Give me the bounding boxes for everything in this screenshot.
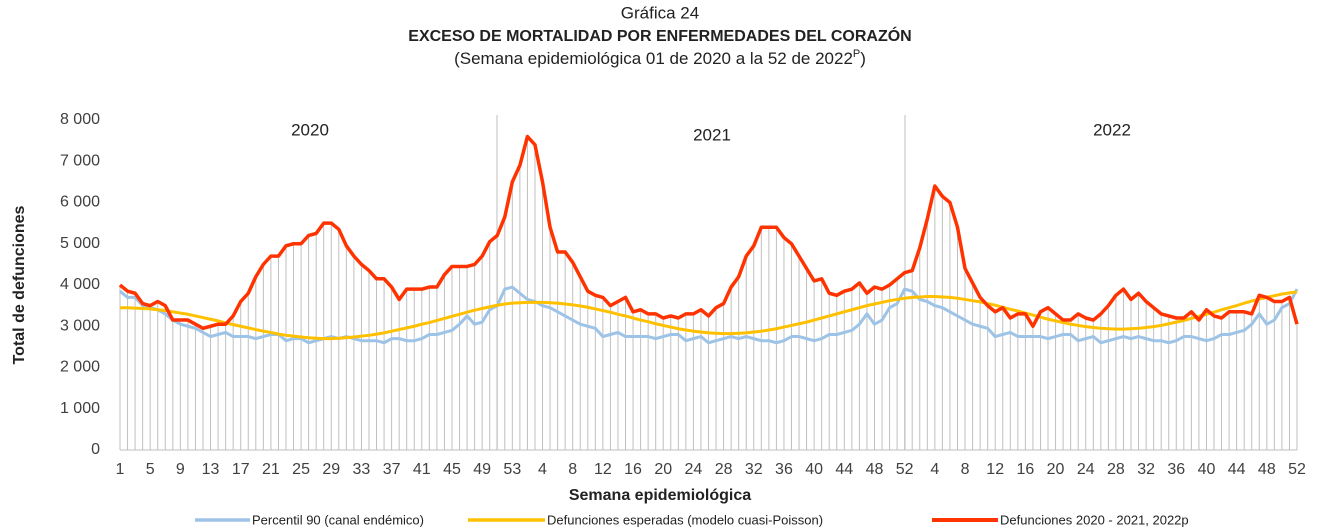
x-tick-label: 12 <box>986 461 1004 478</box>
x-tick-label: 28 <box>715 461 733 478</box>
x-axis-title: Semana epidemiológica <box>569 487 751 504</box>
x-tick-label: 20 <box>1047 461 1065 478</box>
x-tick-label: 12 <box>594 461 612 478</box>
legend-label: Defunciones 2020 - 2021, 2022p <box>1000 512 1189 527</box>
x-tick-label: 41 <box>413 461 431 478</box>
y-tick-label: 6 000 <box>60 194 100 211</box>
year-label: 2022 <box>1093 120 1131 139</box>
y-axis-title: Total de defunciones <box>11 205 28 364</box>
y-tick-label: 0 <box>91 441 100 458</box>
x-tick-label: 13 <box>202 461 220 478</box>
subtitle-superscript: P <box>853 48 860 60</box>
chart-title: EXCESO DE MORTALIDAD POR ENFERMEDADES DE… <box>408 26 911 45</box>
x-tick-label: 8 <box>961 461 970 478</box>
x-tick-label: 5 <box>146 461 155 478</box>
x-tick-label: 32 <box>1137 461 1155 478</box>
y-tick-label: 1 000 <box>60 400 100 417</box>
x-tick-label: 44 <box>1228 461 1246 478</box>
x-tick-label: 20 <box>654 461 672 478</box>
x-tick-label: 37 <box>383 461 401 478</box>
x-tick-label: 40 <box>1198 461 1216 478</box>
y-tick-label: 3 000 <box>60 317 100 334</box>
legend-label: Percentil 90 (canal endémico) <box>252 512 424 527</box>
x-tick-label: 36 <box>1167 461 1185 478</box>
x-tick-label: 9 <box>176 461 185 478</box>
x-tick-label: 16 <box>1016 461 1034 478</box>
x-tick-label: 52 <box>896 461 914 478</box>
x-tick-label: 44 <box>835 461 853 478</box>
x-tick-label: 32 <box>745 461 763 478</box>
x-tick-label: 16 <box>624 461 642 478</box>
x-tick-label: 21 <box>262 461 280 478</box>
x-tick-label: 24 <box>1077 461 1095 478</box>
year-label: 2020 <box>291 120 329 139</box>
x-tick-label: 48 <box>866 461 884 478</box>
chart-number: Gráfica 24 <box>621 3 699 22</box>
x-tick-label: 4 <box>538 461 547 478</box>
x-tick-label: 24 <box>685 461 703 478</box>
y-tick-label: 8 000 <box>60 111 100 128</box>
x-tick-label: 17 <box>232 461 250 478</box>
y-tick-label: 5 000 <box>60 235 100 252</box>
x-tick-label: 1 <box>116 461 125 478</box>
x-tick-label: 52 <box>1288 461 1306 478</box>
x-tick-label: 33 <box>353 461 371 478</box>
series-line <box>118 134 1299 331</box>
y-tick-label: 2 000 <box>60 359 100 376</box>
series-line <box>120 290 1298 341</box>
y-tick-label: 4 000 <box>60 276 100 293</box>
x-tick-label: 29 <box>322 461 340 478</box>
x-tick-label: 8 <box>568 461 577 478</box>
x-tick-label: 48 <box>1258 461 1276 478</box>
x-tick-label: 49 <box>473 461 491 478</box>
chart-subtitle: (Semana epidemiológica 01 de 2020 a la 5… <box>454 48 866 69</box>
x-tick-label: 40 <box>805 461 823 478</box>
year-label: 2021 <box>693 125 731 144</box>
legend-label: Defunciones esperadas (modelo cuasi-Pois… <box>547 512 823 527</box>
x-tick-label: 4 <box>930 461 939 478</box>
subtitle-end: ) <box>860 49 866 68</box>
subtitle-text: (Semana epidemiológica 01 de 2020 a la 5… <box>454 49 853 68</box>
x-tick-label: 25 <box>292 461 310 478</box>
x-tick-label: 53 <box>503 461 521 478</box>
x-tick-label: 28 <box>1107 461 1125 478</box>
x-tick-label: 36 <box>775 461 793 478</box>
y-tick-label: 7 000 <box>60 152 100 169</box>
x-tick-label: 45 <box>443 461 461 478</box>
series-line <box>119 285 1299 345</box>
